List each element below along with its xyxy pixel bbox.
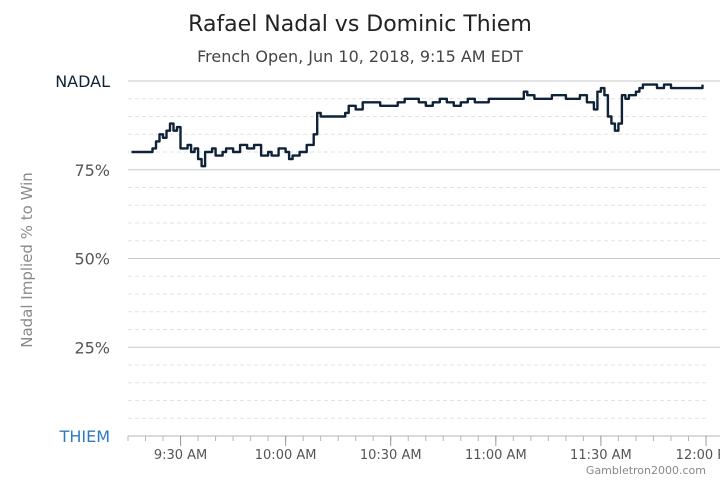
x-tick-label: 11:00 AM: [465, 448, 527, 463]
x-axis-ticks: 9:30 AM 10:00 AM 10:30 AM 11:00 AM 11:30 AM 1…: [127, 435, 720, 463]
x-tick-label: 10:30 AM: [360, 448, 422, 463]
x-tick-label: 12:00 PM: [676, 448, 720, 463]
chart-title: Rafael Nadal vs Dominic Thiem: [188, 12, 532, 37]
chart-subtitle: French Open, Jun 10, 2018, 9:15 AM EDT: [197, 47, 523, 66]
y-axis-ticks: NADAL 75% 50% 25% THIEM: [55, 72, 110, 446]
y-tick-label: THIEM: [59, 427, 110, 446]
y-axis-label: Nadal Implied % to Win: [18, 172, 36, 348]
x-tick-label: 9:30 AM: [154, 448, 207, 463]
x-tick-label: 11:30 AM: [570, 448, 632, 463]
x-tick-label: 10:00 AM: [255, 448, 317, 463]
credit-text: Gambletron2000.com: [586, 464, 706, 477]
y-tick-label: 25%: [74, 338, 110, 357]
y-tick-label: 75%: [74, 161, 110, 180]
series-line: [131, 83, 704, 168]
y-tick-label: NADAL: [55, 72, 110, 91]
y-tick-label: 50%: [74, 250, 110, 269]
